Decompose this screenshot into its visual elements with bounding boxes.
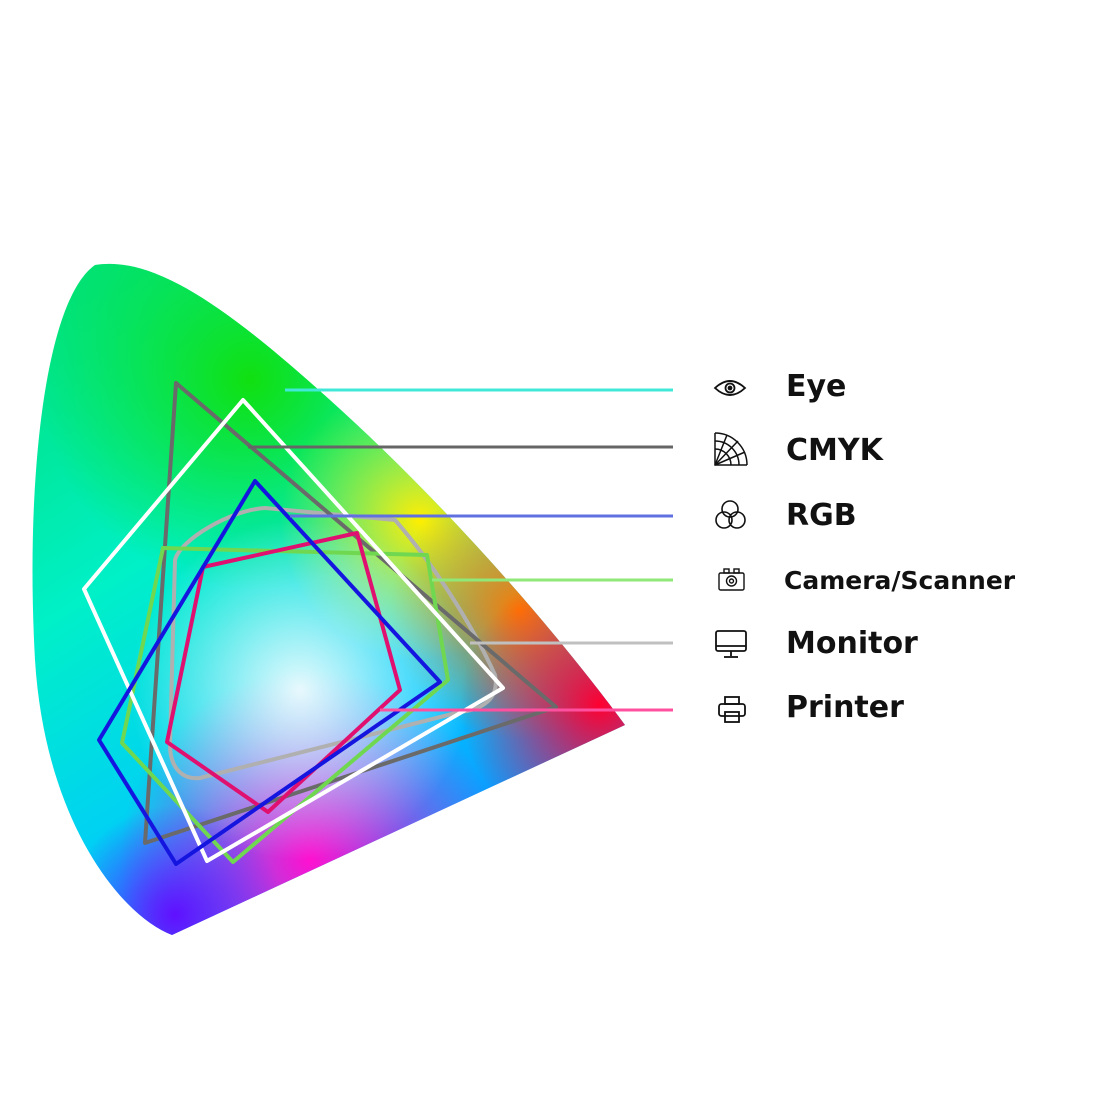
legend-label-printer: Printer xyxy=(786,690,904,725)
legend-label-eye: Eye xyxy=(786,369,847,404)
camera-icon xyxy=(718,568,745,591)
gamut-outlines xyxy=(82,381,558,866)
legend-label-camera: Camera/Scanner xyxy=(784,566,1016,595)
legend-label-rgb: RGB xyxy=(786,498,857,533)
monitor-icon xyxy=(715,630,747,658)
color-fan-icon xyxy=(714,432,748,466)
legend-label-cmyk: CMYK xyxy=(786,433,883,468)
white-gamut-outline xyxy=(82,398,505,863)
rgb-circles-icon xyxy=(715,500,746,529)
printer-gamut-outline xyxy=(165,531,402,814)
eye-icon xyxy=(713,380,747,396)
printer-icon xyxy=(718,696,746,723)
rgb-gamut-outline xyxy=(97,479,442,866)
chromaticity-horseshoe xyxy=(32,263,625,935)
legend-label-monitor: Monitor xyxy=(786,626,918,661)
leader-lines xyxy=(248,388,673,712)
